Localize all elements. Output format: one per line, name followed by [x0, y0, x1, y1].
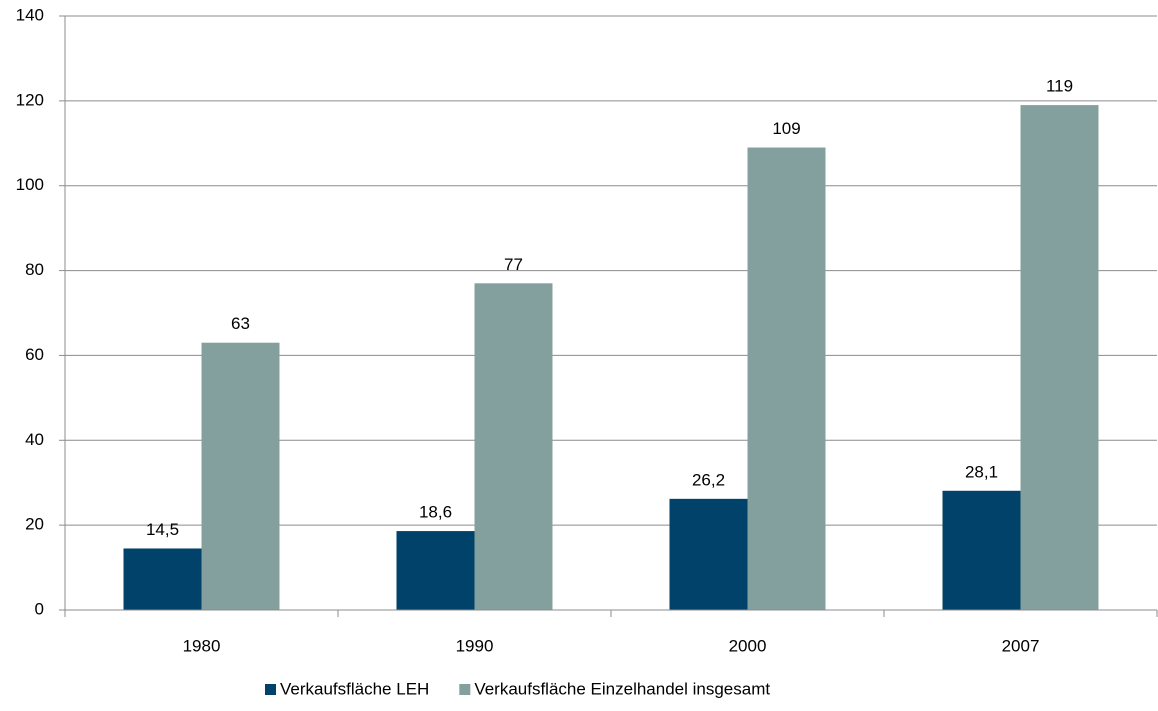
y-tick-label: 20: [25, 515, 44, 534]
y-tick-label: 60: [25, 345, 44, 364]
bar: [1020, 105, 1099, 610]
data-label: 26,2: [692, 470, 725, 489]
bar: [747, 147, 826, 610]
bar: [942, 490, 1021, 610]
legend-label: Verkaufsfläche LEH: [280, 679, 429, 698]
x-tick-label: 2007: [1002, 636, 1040, 655]
bar: [669, 498, 748, 610]
data-label: 28,1: [965, 462, 998, 481]
data-label: 63: [231, 314, 250, 333]
y-tick-label: 120: [16, 90, 44, 109]
data-label: 109: [772, 119, 800, 138]
data-label: 77: [504, 255, 523, 274]
data-label: 119: [1046, 77, 1073, 96]
y-tick-label: 100: [16, 175, 44, 194]
x-tick-label: 1990: [456, 636, 494, 655]
x-tick-label: 1980: [183, 636, 221, 655]
data-label: 18,6: [419, 503, 452, 522]
x-tick-label: 2000: [729, 636, 767, 655]
bar: [201, 342, 280, 610]
y-tick-label: 0: [35, 599, 44, 618]
legend-label: Verkaufsfläche Einzelhandel insgesamt: [474, 679, 770, 698]
y-tick-label: 140: [16, 5, 44, 24]
y-tick-label: 40: [25, 430, 44, 449]
bar: [123, 548, 202, 610]
legend-swatch: [459, 684, 471, 695]
bar: [474, 283, 553, 610]
y-tick-label: 80: [25, 260, 44, 279]
data-label: 14,5: [146, 520, 179, 539]
legend-swatch: [265, 684, 276, 695]
bar: [396, 531, 475, 610]
